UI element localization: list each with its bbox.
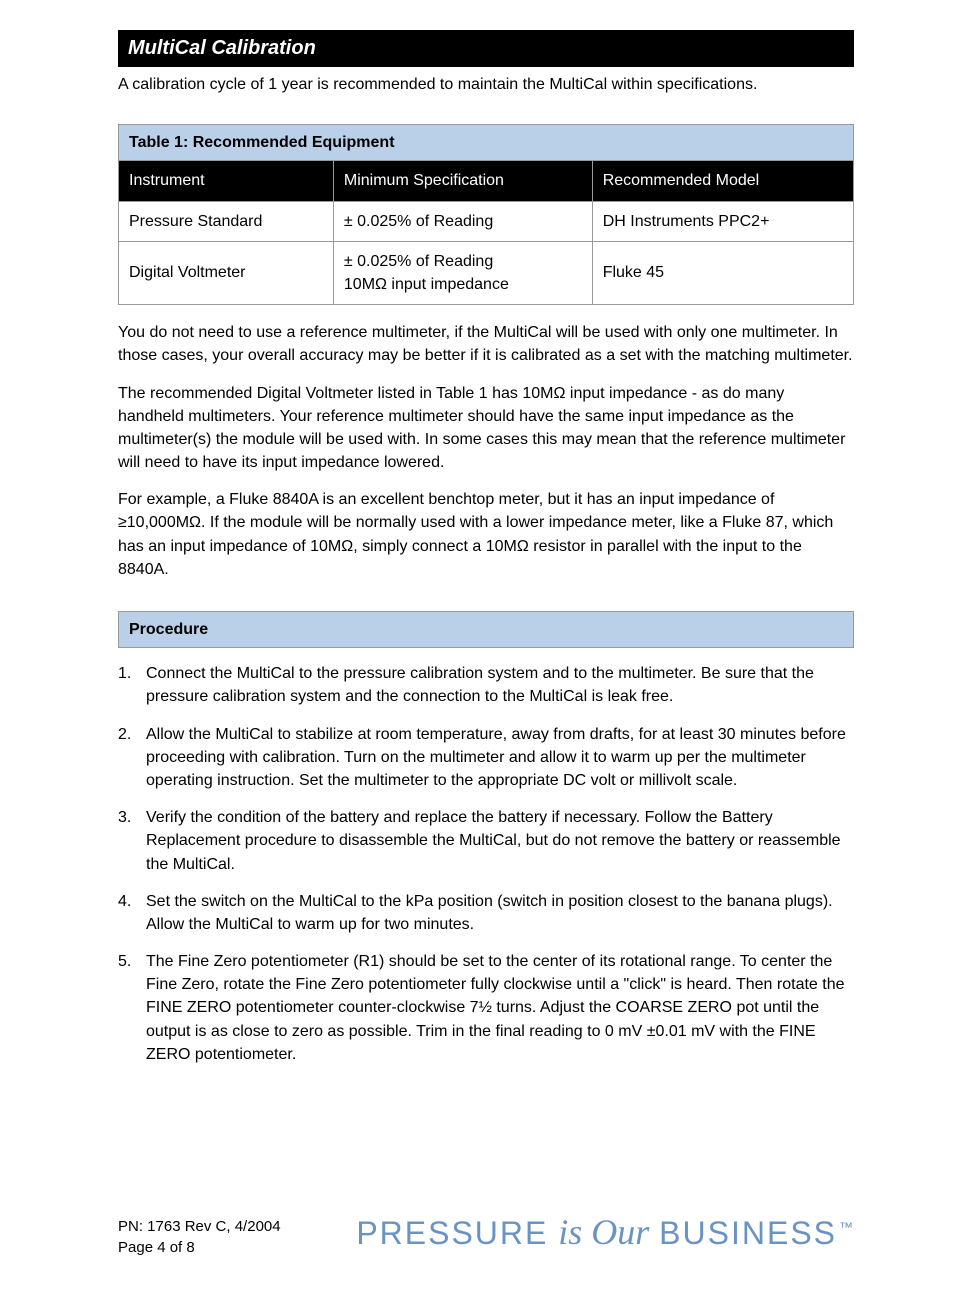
- procedure-list: Connect the MultiCal to the pressure cal…: [118, 662, 854, 1066]
- table-cell: ± 0.025% of Reading 10MΩ input impedance: [333, 241, 592, 304]
- procedure-step: The Fine Zero potentiometer (R1) should …: [118, 950, 854, 1066]
- procedure-step: Connect the MultiCal to the pressure cal…: [118, 662, 854, 708]
- table-cell: Fluke 45: [592, 241, 853, 304]
- part-number: PN: 1763 Rev C, 4/2004: [118, 1216, 281, 1237]
- intro-paragraph: A calibration cycle of 1 year is recomme…: [118, 73, 854, 96]
- table-cell: DH Instruments PPC2+: [592, 201, 853, 241]
- tagline: PRESSURE is Our BUSINESS™: [356, 1206, 854, 1258]
- procedure-header: Procedure: [118, 611, 854, 648]
- page-footer: PN: 1763 Rev C, 4/2004 Page 4 of 8 PRESS…: [118, 1206, 854, 1258]
- footer-meta: PN: 1763 Rev C, 4/2004 Page 4 of 8: [118, 1216, 281, 1258]
- body-paragraph: The recommended Digital Voltmeter listed…: [118, 382, 854, 475]
- table-header: Recommended Model: [592, 161, 853, 201]
- procedure-step: Allow the MultiCal to stabilize at room …: [118, 723, 854, 793]
- table-cell: Pressure Standard: [119, 201, 334, 241]
- table-row: Digital Voltmeter ± 0.025% of Reading 10…: [119, 241, 854, 304]
- table-caption: Table 1: Recommended Equipment: [118, 124, 854, 160]
- table-header: Instrument: [119, 161, 334, 201]
- tagline-word: BUSINESS: [659, 1215, 837, 1251]
- body-paragraph: You do not need to use a reference multi…: [118, 321, 854, 367]
- procedure-step: Set the switch on the MultiCal to the kP…: [118, 890, 854, 936]
- section-title: MultiCal Calibration: [118, 30, 854, 67]
- tagline-script: is Our: [558, 1212, 649, 1252]
- table-header: Minimum Specification: [333, 161, 592, 201]
- procedure-step: Verify the condition of the battery and …: [118, 806, 854, 876]
- table-cell: ± 0.025% of Reading: [333, 201, 592, 241]
- body-paragraph: For example, a Fluke 8840A is an excelle…: [118, 488, 854, 581]
- table-cell: Digital Voltmeter: [119, 241, 334, 304]
- equipment-table: Instrument Minimum Specification Recomme…: [118, 160, 854, 305]
- trademark-icon: ™: [839, 1219, 854, 1235]
- table-row: Pressure Standard ± 0.025% of Reading DH…: [119, 201, 854, 241]
- page-number: Page 4 of 8: [118, 1237, 281, 1258]
- tagline-word: PRESSURE: [356, 1215, 548, 1251]
- table-header-row: Instrument Minimum Specification Recomme…: [119, 161, 854, 201]
